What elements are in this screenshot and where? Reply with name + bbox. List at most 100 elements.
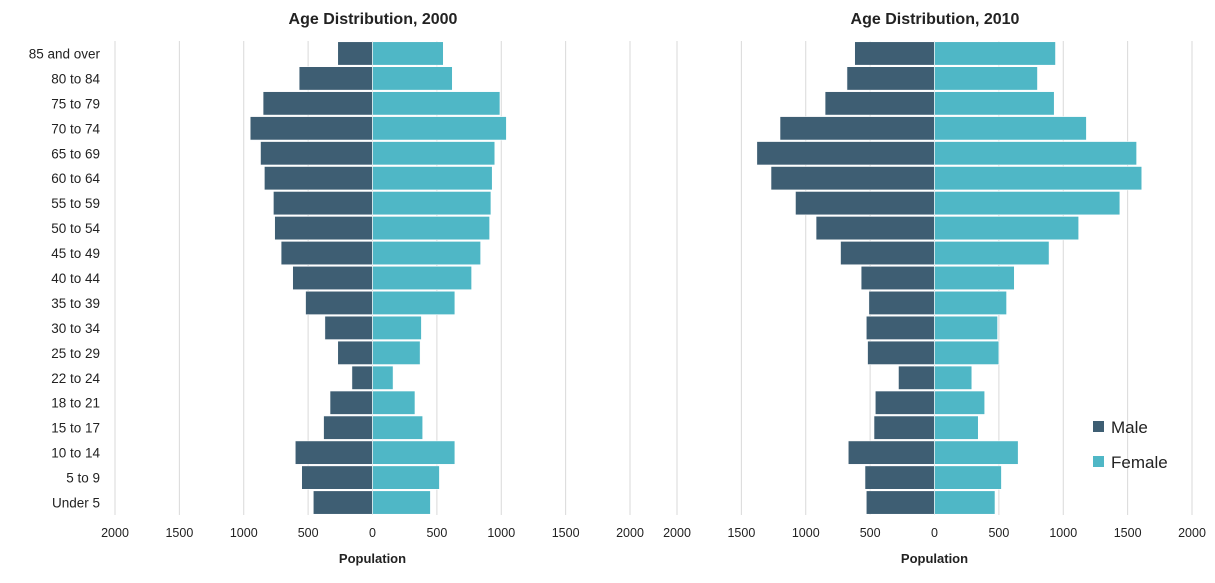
bar-female	[934, 116, 1087, 141]
bar-female	[934, 265, 1015, 291]
category-label: 85 and over	[29, 46, 101, 61]
x-axis-title: Population	[901, 551, 968, 566]
tick-label: 1500	[727, 526, 755, 540]
bar-female	[934, 440, 1019, 465]
bar-male	[865, 490, 935, 515]
bar-male	[273, 191, 373, 216]
bar-male	[294, 440, 373, 465]
category-label: Under 5	[52, 496, 100, 511]
bar-male	[280, 241, 373, 266]
bar-male	[249, 116, 373, 141]
bar-female	[372, 191, 492, 216]
tick-label: 2000	[663, 526, 691, 540]
category-label: 18 to 21	[51, 396, 100, 411]
bar-female	[934, 216, 1079, 241]
category-label: 50 to 54	[51, 221, 100, 236]
bar-female	[372, 365, 394, 390]
bar-male	[298, 66, 373, 91]
bar-female	[934, 66, 1038, 91]
tick-label: 1000	[792, 526, 820, 540]
bar-male	[846, 66, 935, 91]
category-label: 35 to 39	[51, 296, 100, 311]
bar-female	[934, 415, 979, 440]
bar-male	[756, 141, 935, 166]
bar-male	[337, 340, 373, 365]
bar-male	[323, 415, 373, 440]
bar-male	[324, 315, 373, 340]
bar-female	[372, 216, 490, 241]
bar-male	[329, 390, 373, 415]
tick-label: 500	[860, 526, 881, 540]
bar-male	[867, 340, 935, 365]
category-label: 70 to 74	[51, 121, 100, 136]
category-label: 80 to 84	[51, 71, 100, 86]
bar-female	[372, 290, 456, 315]
bar-male	[815, 216, 935, 241]
bar-male	[260, 141, 373, 166]
bar-male	[840, 241, 935, 266]
bar-female	[372, 315, 422, 340]
legend-label-female: Female	[1111, 453, 1168, 472]
tick-label: 500	[298, 526, 319, 540]
bar-female	[934, 390, 986, 415]
tick-label: 0	[931, 526, 938, 540]
bar-male	[312, 490, 373, 515]
tick-label: 1500	[1114, 526, 1142, 540]
bar-male	[864, 465, 935, 490]
tick-label: 2000	[1178, 526, 1206, 540]
bar-female	[372, 490, 431, 515]
category-label: 40 to 44	[51, 271, 100, 286]
category-label: 55 to 59	[51, 196, 100, 211]
bar-male	[874, 390, 935, 415]
bar-male	[264, 166, 373, 191]
category-label: 5 to 9	[66, 471, 100, 486]
bar-female	[372, 91, 501, 116]
bar-female	[934, 290, 1007, 315]
bar-female	[934, 315, 998, 340]
chart-title: Age Distribution, 2000	[289, 11, 458, 28]
bar-female	[372, 166, 493, 191]
bar-male	[305, 290, 373, 315]
bar-female	[372, 340, 421, 365]
bar-male	[770, 166, 935, 191]
x-axis-title: Population	[339, 551, 406, 566]
bar-male	[865, 315, 935, 340]
category-label: 60 to 64	[51, 171, 100, 186]
legend-label-male: Male	[1111, 418, 1148, 437]
bar-male	[860, 265, 935, 291]
bar-male	[292, 265, 373, 291]
bar-female	[372, 465, 440, 490]
bar-female	[372, 390, 416, 415]
bar-male	[868, 290, 935, 315]
category-label: 10 to 14	[51, 446, 100, 461]
tick-label: 1000	[487, 526, 515, 540]
bar-female	[372, 141, 496, 166]
bar-female	[934, 191, 1121, 216]
bar-female	[372, 66, 453, 91]
bar-male	[274, 216, 373, 241]
bar-female	[934, 141, 1137, 166]
bar-female	[372, 440, 456, 465]
bar-female	[934, 490, 996, 515]
bar-male	[795, 191, 935, 216]
tick-label: 1000	[1049, 526, 1077, 540]
tick-label: 1000	[230, 526, 258, 540]
category-label: 30 to 34	[51, 321, 100, 336]
bar-female	[372, 265, 472, 291]
bar-female	[934, 365, 973, 390]
tick-label: 0	[369, 526, 376, 540]
legend-swatch-male	[1093, 421, 1104, 432]
bar-male	[779, 116, 935, 141]
bar-male	[351, 365, 373, 390]
bar-female	[934, 41, 1056, 66]
bar-male	[262, 91, 373, 116]
bar-female	[372, 415, 424, 440]
bar-female	[934, 465, 1002, 490]
chart-title: Age Distribution, 2010	[851, 11, 1020, 28]
tick-label: 500	[426, 526, 447, 540]
bar-male	[873, 415, 935, 440]
category-label: 22 to 24	[51, 371, 100, 386]
tick-label: 2000	[616, 526, 644, 540]
category-label: 45 to 49	[51, 246, 100, 261]
